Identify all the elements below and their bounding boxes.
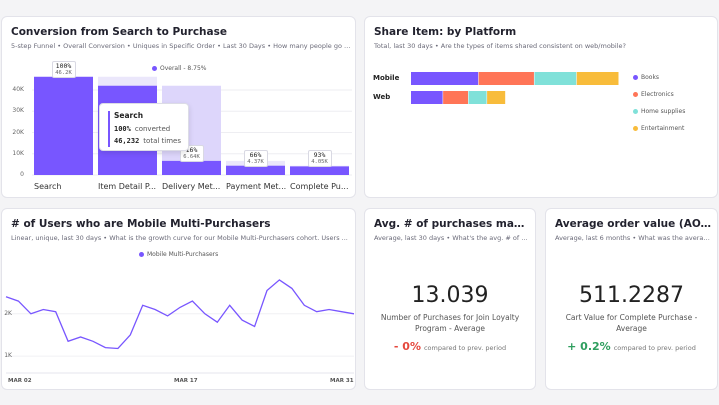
- users-line: [5, 279, 355, 350]
- aov-card[interactable]: Average order value (AOV) Average, last …: [545, 208, 718, 390]
- aov-description: Cart Value for Complete Purchase - Avera…: [565, 313, 698, 333]
- share-bar-segment: [443, 91, 468, 104]
- share-legend-item: Electronics: [633, 91, 674, 98]
- share-legend-item: Home supplies: [633, 108, 685, 115]
- funnel-bar: [162, 160, 221, 175]
- tooltip-count: 46,232: [114, 137, 140, 145]
- y-tick-label: 2K: [4, 309, 12, 317]
- legend-dot: [633, 109, 638, 114]
- funnel-category-label: Payment Met...: [226, 182, 287, 191]
- share-card[interactable]: Share Item: by Platform Total, last 30 d…: [364, 16, 718, 198]
- share-bar-segment: [468, 91, 487, 104]
- tooltip-pct: 100%: [114, 125, 131, 133]
- bar-label-pct: 100%: [55, 61, 72, 70]
- share-legend-label: Electronics: [641, 91, 674, 98]
- tooltip-converted-row: 100% converted: [114, 125, 170, 133]
- y-tick-label: 10K: [12, 149, 24, 157]
- users-legend-label: Mobile Multi-Purchasers: [147, 251, 219, 258]
- share-legend-item: Entertainment: [633, 125, 684, 132]
- funnel-bar: [34, 76, 93, 175]
- share-legend-label: Home supplies: [641, 108, 686, 115]
- aov-delta-value: + 0.2%: [567, 340, 611, 353]
- funnel-bar-label: 93% 4.05K: [307, 150, 332, 168]
- tooltip-title: Search: [114, 111, 144, 120]
- y-tick-label: 20K: [12, 128, 24, 136]
- tooltip-pct-label: converted: [134, 125, 171, 133]
- funnel-legend-label: Overall - 8.75%: [160, 65, 207, 72]
- aov-title[interactable]: Average order value (AOV): [555, 218, 711, 230]
- x-tick-label: MAR 31: [330, 378, 354, 384]
- platform-label: Mobile: [373, 74, 400, 82]
- avg-purchases-card[interactable]: Avg. # of purchases made befor... Averag…: [364, 208, 536, 390]
- bar-label-pct: 16%: [185, 145, 198, 154]
- x-tick-label: MAR 02: [8, 378, 32, 384]
- funnel-category-label: Delivery Met...: [162, 182, 221, 191]
- legend-dot: [139, 252, 144, 257]
- bar-label-count: 4.05K: [311, 159, 328, 166]
- share-legend-label: Books: [641, 74, 660, 81]
- legend-dot: [633, 75, 638, 80]
- share-legend-item: Books: [633, 74, 659, 81]
- funnel-bar: [290, 166, 349, 175]
- legend-dot: [633, 126, 638, 131]
- users-card[interactable]: # of Users who are Mobile Multi-Purchase…: [1, 208, 356, 390]
- x-tick-label: MAR 17: [174, 378, 198, 384]
- share-chart: Mobile Web Books Electronics Home supplies En…: [365, 17, 717, 197]
- users-svg: [5, 279, 355, 374]
- share-bar-segment: [487, 91, 506, 104]
- avg-purchases-description: Number of Purchases for Join Loyalty Pro…: [380, 313, 520, 333]
- legend-dot: [633, 92, 638, 97]
- avg-purchases-subtitle: Average, last 30 days • What's the avg. …: [374, 234, 530, 242]
- tooltip-accent: [108, 111, 110, 147]
- funnel-bar-label: 100% 46.2K: [51, 60, 76, 78]
- avg-purchases-value: 13.039: [411, 283, 489, 308]
- share-bar-segment: [478, 72, 534, 85]
- avg-purchases-title[interactable]: Avg. # of purchases made befor...: [374, 218, 530, 230]
- bar-label-count: 46.2K: [55, 69, 72, 76]
- share-bar-segment: [411, 91, 443, 104]
- aov-delta-text: compared to prev. period: [613, 344, 696, 352]
- funnel-category-label: Complete Pu...: [290, 182, 349, 191]
- avg-purchases-delta-value: - 0%: [393, 340, 421, 353]
- platform-label: Web: [373, 93, 391, 101]
- aov-value: 511.2287: [579, 283, 684, 308]
- y-tick-label: 0: [20, 171, 24, 178]
- avg-purchases-delta: - 0% compared to prev. period: [365, 340, 535, 353]
- funnel-bar-label: 66% 4.37K: [243, 149, 268, 167]
- bar-label-pct: 93%: [313, 151, 326, 160]
- funnel-legend: Overall - 8.75%: [152, 65, 206, 72]
- legend-dot: [152, 66, 157, 71]
- avg-purchases-delta-text: compared to prev. period: [423, 344, 507, 352]
- y-tick-label: 40K: [12, 86, 24, 93]
- bar-label-pct: 66%: [249, 150, 262, 159]
- share-legend-label: Entertainment: [641, 125, 685, 132]
- share-svg: [411, 72, 619, 104]
- y-tick-label: 1K: [4, 352, 12, 360]
- bar-label-count: 6.64K: [183, 153, 200, 160]
- bar-label-count: 4.37K: [247, 158, 264, 165]
- funnel-category-label: Item Detail P...: [98, 182, 157, 191]
- y-tick-label: 30K: [12, 107, 24, 115]
- share-bar-segment: [576, 72, 619, 85]
- share-bar-segment: [411, 72, 479, 85]
- funnel-tooltip: Search 100% converted 46,232 total times: [99, 103, 189, 151]
- funnel-card[interactable]: Conversion from Search to Purchase 5-ste…: [1, 16, 356, 198]
- users-legend: Mobile Multi-Purchasers: [139, 251, 218, 258]
- tooltip-count-row: 46,232 total times: [114, 137, 181, 145]
- funnel-bar: [226, 165, 285, 175]
- aov-delta: + 0.2% compared to prev. period: [546, 340, 717, 353]
- aov-subtitle: Average, last 6 months • What was the av…: [555, 234, 711, 242]
- funnel-category-label: Search: [34, 182, 62, 191]
- share-bar-segment: [534, 72, 577, 85]
- users-chart: 1K 2K MAR 02 MAR 17 MAR 31: [2, 209, 355, 389]
- tooltip-count-label: total times: [143, 137, 181, 145]
